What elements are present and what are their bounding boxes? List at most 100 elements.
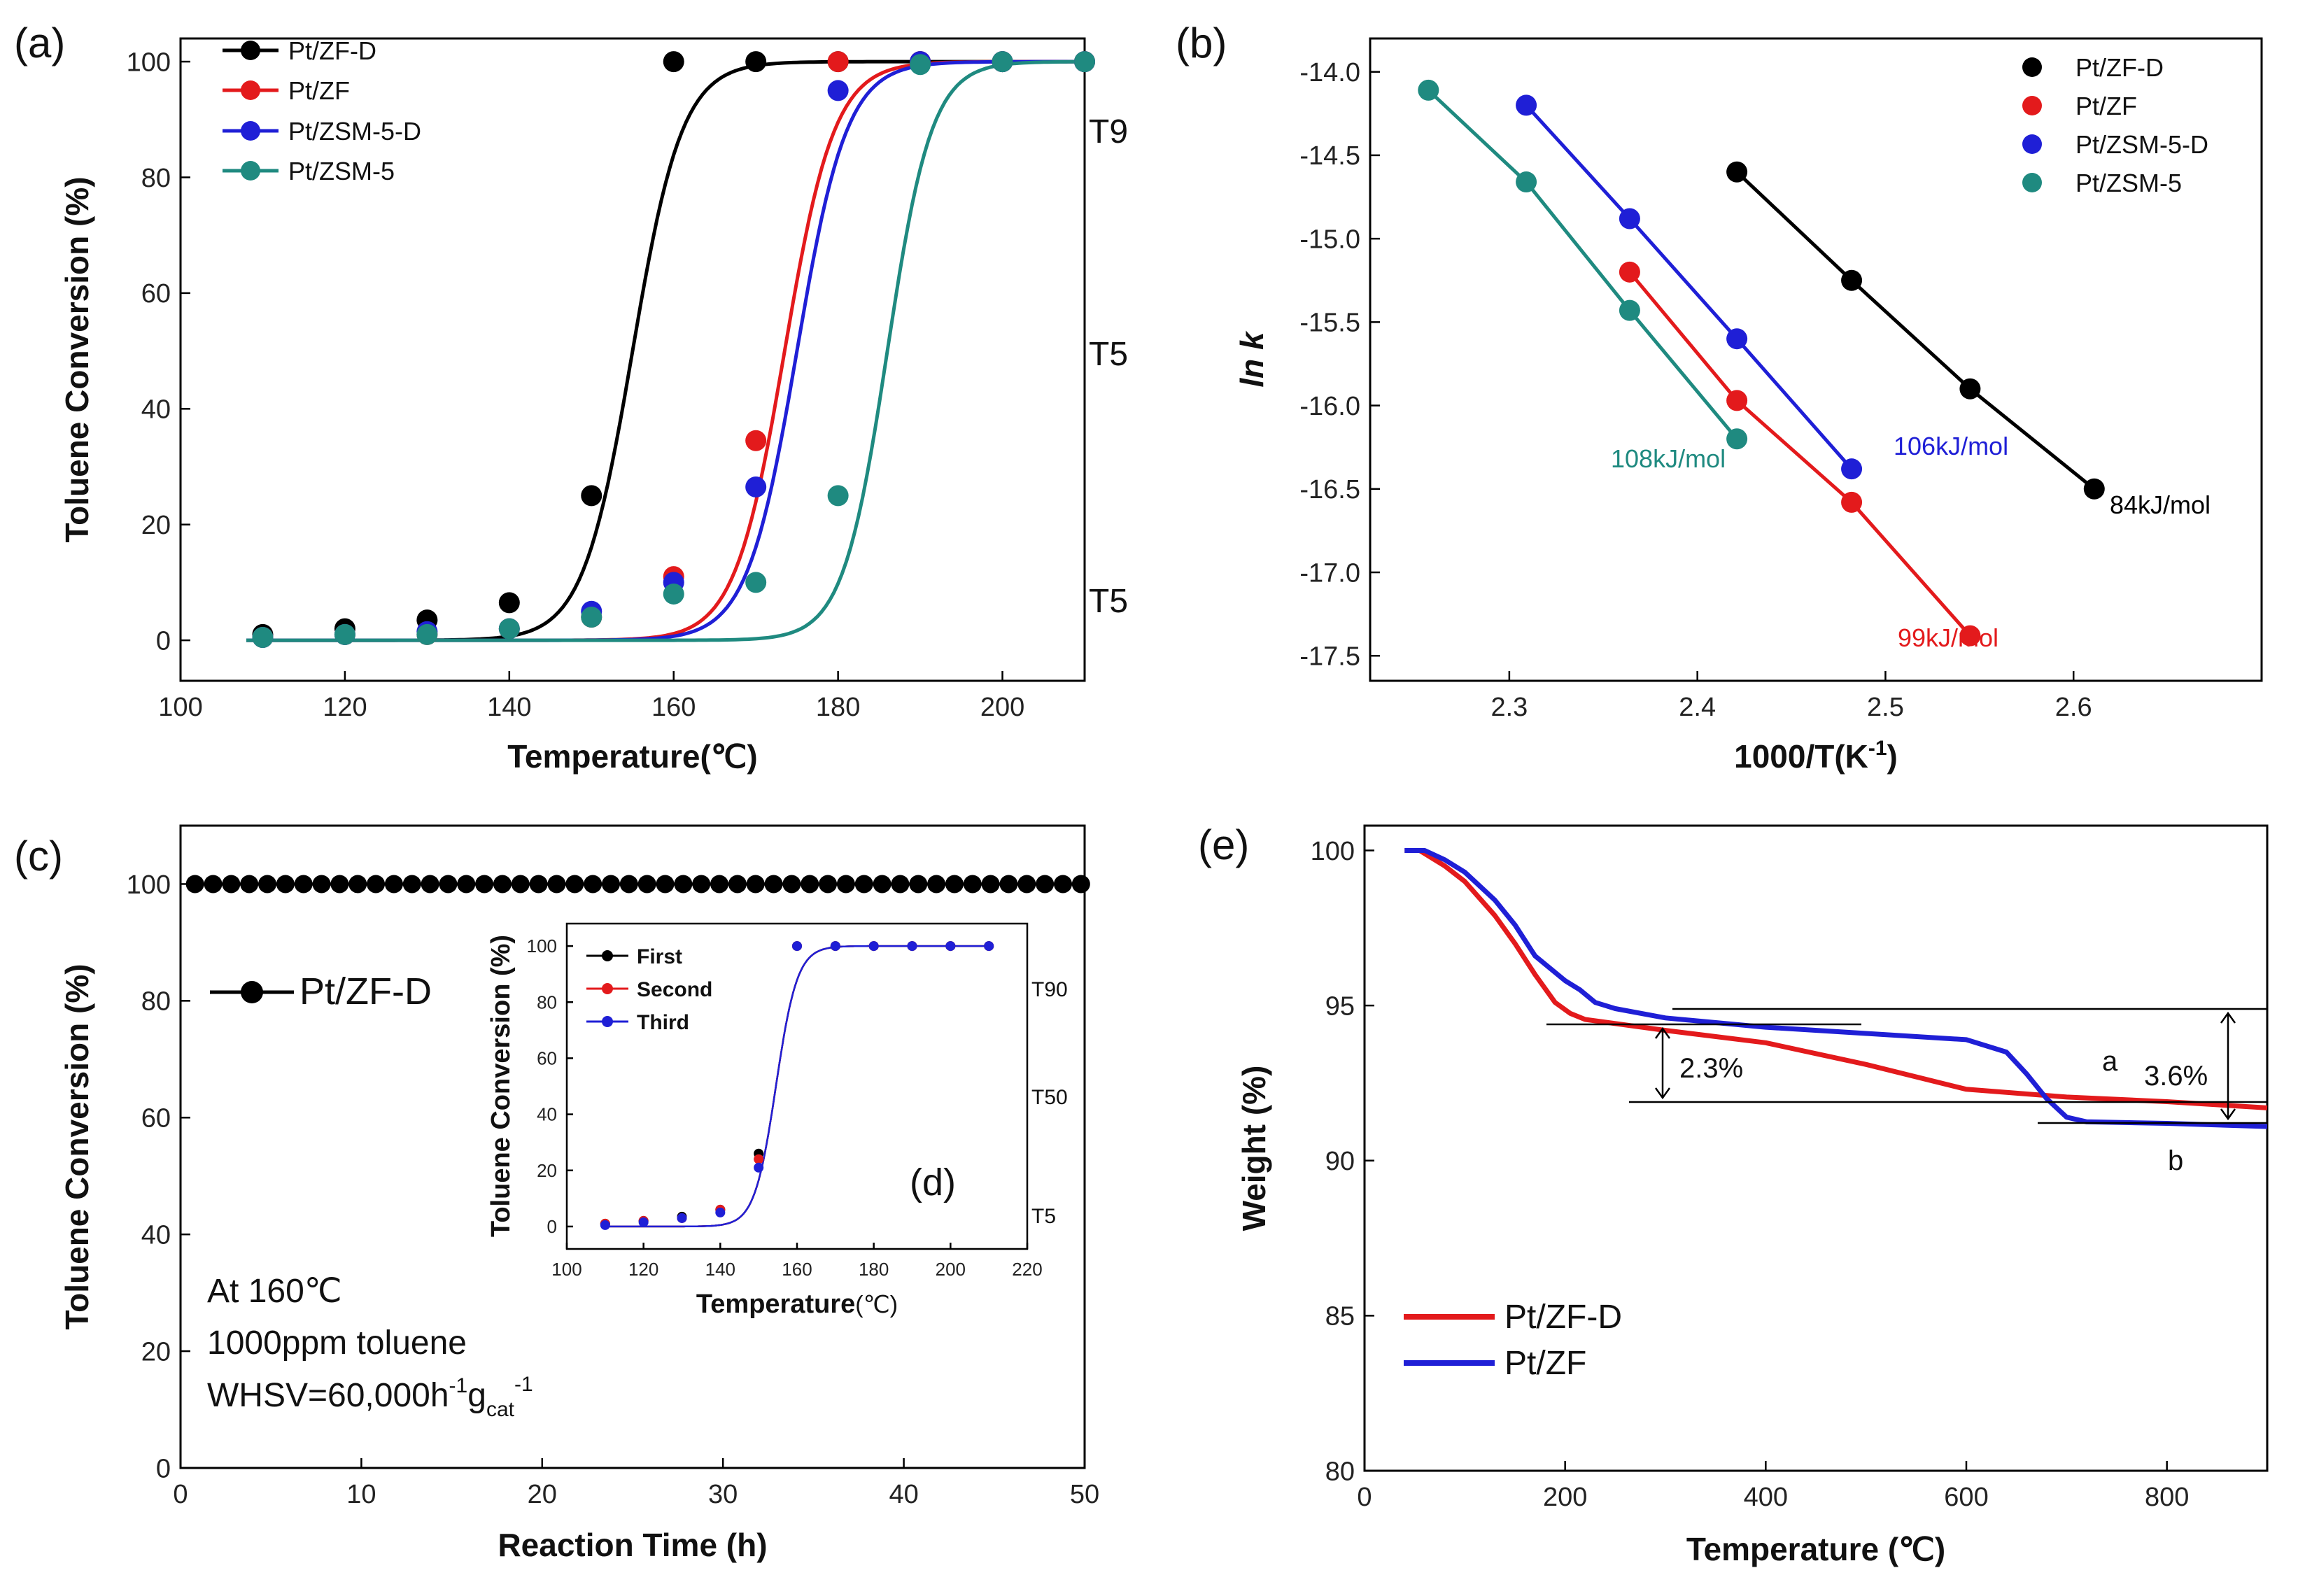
weight-loss-3-6: 3.6% [2144, 1061, 2208, 1092]
panel-e-frame [1363, 824, 2269, 1472]
data-point-pt-zf-d [584, 875, 602, 894]
data-point-pt-zf-d [1071, 875, 1090, 894]
curve-label-a: a [2102, 1046, 2118, 1077]
data-point-pt-zf-d [402, 875, 421, 894]
y-tick-label: 80 [141, 987, 171, 1017]
legend-item-first: First [586, 945, 682, 968]
data-point-pt-zf-d [963, 875, 982, 894]
data-point-pt-zf-d [764, 875, 783, 894]
legend-label: Pt/ZF-D [2075, 53, 2164, 82]
data-point-pt-zf-d [1959, 378, 1981, 400]
data-point-pt-zf-d [656, 875, 675, 894]
data-point-third [638, 1217, 649, 1227]
data-point-pt-zf-d [581, 485, 602, 507]
data-point-pt-zf-d [674, 875, 693, 894]
data-point-pt-zf-d [511, 875, 530, 894]
x-tick-label: 120 [323, 693, 367, 722]
series-line-pt-zsm-5 [1427, 89, 1739, 440]
fit-curve-pt-zsm-5 [246, 59, 1085, 642]
fit-curve-pt-zsm-5-d [246, 59, 1085, 642]
panel-b: (b) 2.3 2.4 2.5 2.6 -14.0 -14.5 -15.0 -15.5 -16… [1176, 20, 2263, 775]
data-point-pt-zsm-5 [1619, 299, 1640, 321]
panel-c-plot [185, 875, 1090, 894]
panel-e-x-axis-label: Temperature (℃) [1686, 1531, 1945, 1567]
data-point-pt-zsm-5 [992, 51, 1013, 73]
data-point-pt-zf [1841, 491, 1863, 513]
x-tick-label: 180 [859, 1259, 889, 1280]
y-tick-label: 60 [141, 1104, 171, 1134]
x-tick-label: 200 [1543, 1483, 1587, 1512]
panel-d-label: (d) [910, 1161, 956, 1203]
data-point-pt-zsm-5-d [1726, 328, 1748, 350]
panel-c-y-axis-label: Toluene Conversion (%) [59, 963, 95, 1329]
data-point-pt-zf-d [384, 875, 403, 894]
legend-label: Pt/ZSM-5-D [2075, 130, 2208, 159]
y-tick-label: 100 [527, 935, 557, 956]
data-point-third [907, 941, 917, 952]
x-tick-label: 30 [708, 1480, 738, 1509]
data-point-pt-zf-d [1841, 269, 1863, 291]
y-tick-label: -15.0 [1299, 225, 1360, 254]
data-point-pt-zsm-5-d [745, 476, 767, 497]
y-tick-label: 80 [141, 164, 171, 193]
data-point-third [600, 1220, 610, 1230]
data-point-pt-zf-d [692, 875, 711, 894]
condition-whsv: WHSV=60,000h-1gcat-1 [207, 1373, 533, 1421]
data-point-third [754, 1162, 764, 1173]
panel-b-x-axis-label-main: 1000/T(K [1734, 738, 1868, 775]
x-tick-label: 140 [705, 1259, 735, 1280]
x-tick-label: 100 [551, 1259, 581, 1280]
panel-d-side-label-t90: T90 [1031, 978, 1068, 1001]
panel-c-y-ticks: 0 20 40 60 80 100 [127, 870, 190, 1483]
data-point-pt-zf-d [367, 875, 386, 894]
y-tick-label: 90 [1325, 1147, 1355, 1176]
x-tick-label: 20 [528, 1480, 557, 1509]
panel-c: (c) 0 10 20 30 40 50 0 20 40 60 80 100 Reaction Ti… [14, 824, 1099, 1563]
panel-b-y-ticks: -14.0 -14.5 -15.0 -15.5 -16.0 -16.5 -17.0 -17.5 [1299, 58, 1380, 672]
data-point-third [715, 1207, 726, 1217]
data-point-pt-zf-d [529, 875, 548, 894]
series-line-pt-zsm-5-d [1525, 104, 1853, 470]
x-tick-label: 160 [782, 1259, 812, 1280]
panel-c-x-axis-label: Reaction Time (h) [498, 1527, 767, 1563]
data-point-pt-zsm-5 [1516, 171, 1537, 193]
panel-b-x-axis-label-tail: ) [1887, 738, 1898, 775]
legend-item-pt-zf-d: Pt/ZF-D [2022, 53, 2164, 82]
series-line-pt-zf [1628, 271, 1972, 637]
legend-marker [2022, 173, 2042, 192]
data-point-third [945, 941, 956, 952]
panel-a-y-axis-label: Toluene Conversion (%) [59, 176, 95, 542]
energy-label-pt-zf: 99kJ/mol [1898, 623, 1999, 652]
y-tick-label: 40 [537, 1104, 557, 1125]
data-point-pt-zf-d [2083, 478, 2105, 500]
legend-marker [602, 1016, 613, 1027]
weight-loss-guides [1546, 1008, 2267, 1124]
legend-item-pt-zsm5-d: Pt/ZSM-5-D [223, 117, 421, 146]
x-tick-label: 2.3 [1490, 693, 1528, 722]
energy-label-pt-zf-d: 84kJ/mol [2110, 490, 2211, 519]
legend-item-pt-zf: Pt/ZF [223, 76, 350, 105]
data-point-pt-zf-d [493, 875, 512, 894]
data-point-pt-zf-d [801, 875, 819, 894]
data-point-pt-zf-d [601, 875, 620, 894]
panel-b-x-ticks: 2.3 2.4 2.5 2.6 [1490, 671, 2092, 722]
condition-whsv-g: g [467, 1377, 486, 1414]
data-point-pt-zf [1726, 390, 1748, 411]
energy-label-pt-zsm5: 108kJ/mol [1611, 444, 1726, 473]
panel-d-legend: First Second Third [586, 945, 712, 1034]
panel-a-frame [179, 37, 1086, 682]
panel-b-legend: Pt/ZF-D Pt/ZF Pt/ZSM-5-D Pt/ZSM-5 [2022, 53, 2208, 197]
data-point-pt-zf [1619, 261, 1640, 283]
data-point-pt-zf-d [819, 875, 838, 894]
y-tick-label: 20 [141, 511, 171, 540]
data-point-pt-zsm-5 [910, 54, 931, 76]
x-tick-label: 40 [889, 1480, 918, 1509]
data-point-pt-zf-d [204, 875, 223, 894]
panel-c-legend: Pt/ZF-D [210, 970, 432, 1012]
panel-d-side-label-t50: T50 [1031, 1086, 1068, 1109]
x-tick-label: 0 [173, 1480, 188, 1509]
data-point-pt-zf-d [348, 875, 367, 894]
x-tick-label: 160 [651, 693, 696, 722]
fit-curve-third [605, 945, 989, 1228]
